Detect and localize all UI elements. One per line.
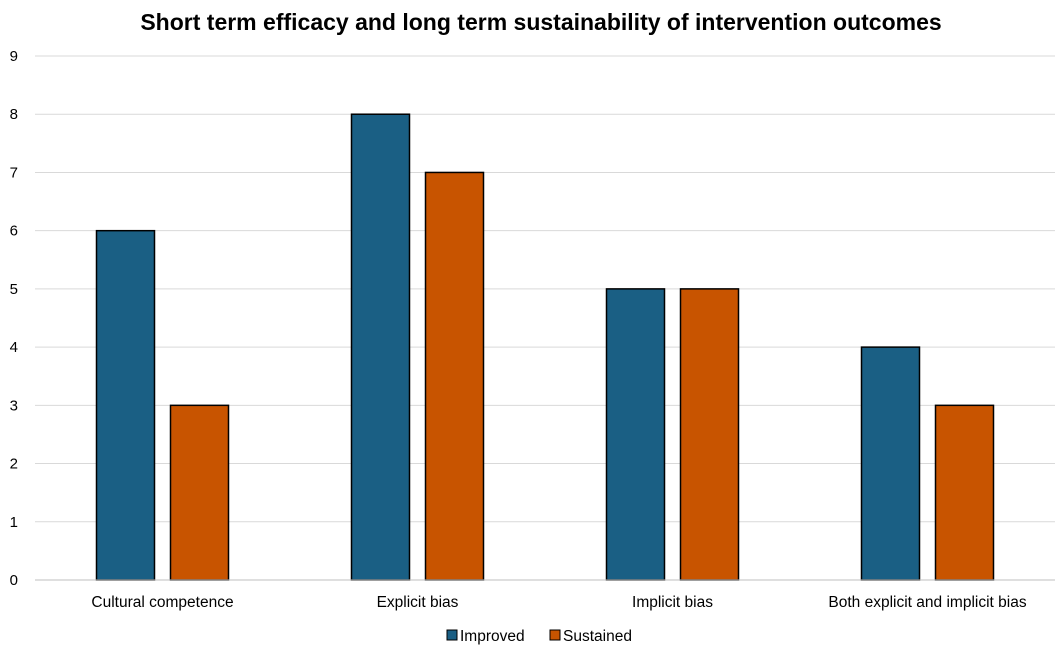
y-tick-label: 0 bbox=[10, 572, 18, 589]
chart-title: Short term efficacy and long term sustai… bbox=[140, 9, 941, 35]
bar-improved-3 bbox=[860, 346, 921, 581]
x-tick-label: Explicit bias bbox=[377, 594, 459, 611]
y-axis-ticks: 0 1 2 3 4 5 6 7 8 9 bbox=[10, 48, 18, 589]
y-tick-label: 7 bbox=[10, 164, 18, 181]
bar-sustained-1 bbox=[424, 171, 485, 581]
legend-swatch-sustained bbox=[549, 629, 561, 641]
bar-sustained-0 bbox=[169, 404, 230, 581]
y-tick-label: 5 bbox=[10, 281, 18, 298]
x-axis-categories: Cultural competence Explicit bias Implicit… bbox=[91, 594, 1026, 611]
y-tick-label: 3 bbox=[10, 397, 18, 414]
y-tick-label: 2 bbox=[10, 456, 18, 473]
y-tick-label: 6 bbox=[10, 223, 18, 240]
x-tick-label: Cultural competence bbox=[91, 594, 233, 611]
bar-sustained-2 bbox=[679, 288, 740, 581]
y-tick-label: 1 bbox=[10, 514, 18, 531]
y-tick-label: 9 bbox=[10, 48, 18, 65]
legend-swatch-improved bbox=[446, 629, 458, 641]
y-tick-label: 8 bbox=[10, 106, 18, 123]
legend-label-improved: Improved bbox=[460, 628, 525, 645]
bars bbox=[95, 113, 995, 581]
legend: Improved Sustained bbox=[446, 628, 632, 645]
legend-label-sustained: Sustained bbox=[563, 628, 632, 645]
bar-improved-2 bbox=[605, 288, 666, 581]
x-tick-label: Implicit bias bbox=[632, 594, 713, 611]
bar-improved-0 bbox=[95, 229, 156, 581]
x-tick-label: Both explicit and implicit bias bbox=[828, 594, 1026, 611]
bar-improved-1 bbox=[350, 113, 411, 581]
y-tick-label: 4 bbox=[10, 339, 18, 356]
bar-sustained-3 bbox=[934, 404, 995, 581]
